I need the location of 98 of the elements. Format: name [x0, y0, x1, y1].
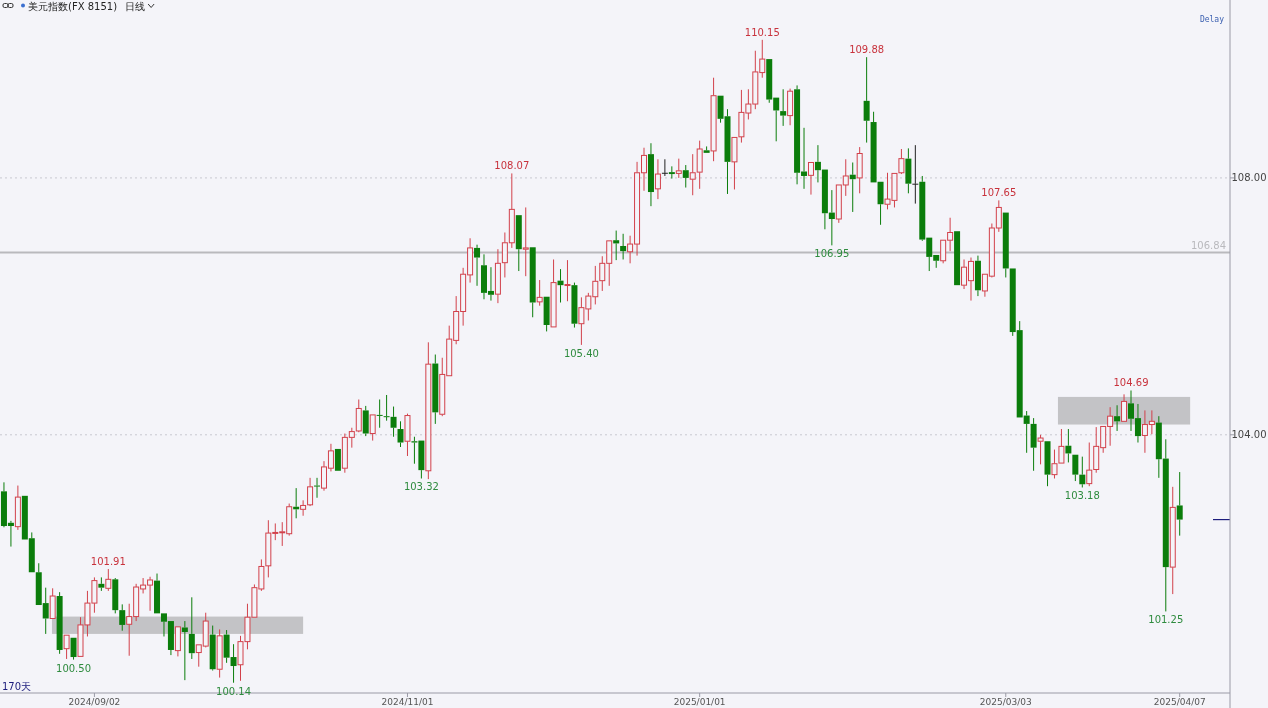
candlestick: [1162, 438, 1169, 612]
candlestick: [1072, 454, 1079, 482]
chart-title: 美元指数(FX 8151): [28, 0, 118, 12]
annotation: 103.18: [1064, 490, 1100, 502]
candlestick: [216, 628, 223, 679]
y-tick-label: 108.00: [1231, 172, 1267, 184]
annotation: 100.50: [56, 662, 92, 674]
candlestick: [912, 144, 919, 205]
candlestick: [1037, 434, 1044, 465]
ref-line-label: 106.84: [1191, 240, 1226, 252]
annotation: 104.69: [1113, 377, 1149, 389]
candlestick: [550, 258, 557, 328]
candlestick: [425, 341, 432, 480]
candlestick: [1114, 404, 1121, 432]
candlestick: [390, 406, 397, 438]
annotation: 103.32: [403, 481, 439, 493]
candlestick: [154, 573, 161, 614]
candlestick: [70, 637, 77, 661]
candlestick: [703, 145, 710, 153]
candlestick: [821, 169, 828, 230]
candlestick: [905, 147, 912, 194]
annotation: 106.95: [814, 248, 850, 260]
candlestick: [1079, 456, 1086, 488]
x-tick-label: 2025/04/07: [1153, 697, 1206, 707]
candlestick: [620, 233, 627, 260]
candlestick: [1169, 486, 1176, 595]
candlestick: [1044, 441, 1051, 487]
annotation: 107.65: [981, 187, 1017, 199]
candlestick: [661, 158, 668, 177]
candlestick: [647, 142, 654, 207]
candlestick: [780, 88, 787, 127]
candlestick: [787, 88, 794, 126]
candlestick: [63, 634, 70, 660]
candlestick: [1155, 415, 1162, 479]
candlestick: [877, 181, 884, 226]
candlestick: [56, 591, 63, 655]
candlestick: [98, 576, 105, 592]
candlestick: [14, 485, 21, 531]
candlestick: [307, 477, 314, 506]
annotation: 170天: [2, 681, 32, 692]
candlestick: [898, 148, 905, 174]
candlestick: [536, 279, 543, 307]
candlestick: [515, 215, 522, 272]
candlestick: [1030, 417, 1037, 472]
candlestick: [1065, 428, 1072, 463]
candlestick: [1121, 393, 1128, 422]
x-tick-label: 2025/01/01: [673, 697, 726, 707]
candlestick: [112, 579, 119, 614]
x-tick-label: 2025/03/03: [979, 697, 1032, 707]
candlestick: [543, 296, 550, 332]
candlestick: [474, 244, 481, 287]
x-tick-label: 2024/09/02: [68, 697, 121, 707]
candlestick: [870, 111, 877, 183]
candlestick: [710, 77, 717, 162]
candlestick: [1002, 212, 1009, 278]
annotation: 105.40: [563, 347, 599, 359]
candlestick: [814, 144, 821, 183]
annotation: 108.07: [494, 160, 530, 172]
candlestick: [209, 625, 216, 670]
candlestick: [682, 164, 689, 189]
candlestick: [654, 158, 661, 200]
candlestick: [188, 596, 195, 660]
annotation: 109.88: [849, 44, 885, 56]
candlestick: [522, 206, 529, 277]
candlestick: [613, 230, 620, 261]
x-tick-label: 2024/11/01: [381, 697, 434, 707]
candlestick: [856, 146, 863, 194]
candlestick: [397, 420, 404, 448]
candlestick: [529, 247, 536, 318]
candlestick: [564, 259, 571, 302]
candlestick: [174, 626, 181, 657]
candlestick: [807, 161, 814, 196]
candlestick: [668, 165, 675, 180]
annotation: 100.14: [216, 685, 252, 697]
annotation: 101.25: [1148, 614, 1184, 626]
candlestick: [954, 231, 961, 286]
candlestick: [300, 499, 307, 517]
text: Delay: [1199, 15, 1225, 24]
candlestick: [383, 394, 390, 422]
candlestick: [1176, 471, 1183, 537]
chart-subtitle: 日线: [125, 0, 146, 12]
candlestick: [571, 282, 578, 329]
candlestick: [181, 620, 188, 681]
candlestick: [432, 354, 439, 425]
y-tick-label: 104.00: [1231, 429, 1267, 441]
candlestick: [334, 448, 341, 471]
annotation: 110.15: [744, 26, 780, 38]
candlestick: [494, 248, 501, 304]
candlestick: [828, 189, 835, 246]
candlestick: [119, 603, 126, 632]
annotation: 101.91: [90, 556, 126, 568]
candlestick: [863, 56, 870, 144]
candlestick: [369, 414, 376, 442]
candlestick: [731, 136, 738, 190]
candlestick: [974, 255, 981, 297]
candlestick: [376, 398, 383, 429]
candlestick: [314, 477, 321, 499]
candlestick: [105, 568, 112, 592]
